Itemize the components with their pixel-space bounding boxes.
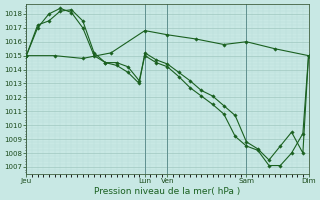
X-axis label: Pression niveau de la mer( hPa ): Pression niveau de la mer( hPa )	[94, 187, 241, 196]
